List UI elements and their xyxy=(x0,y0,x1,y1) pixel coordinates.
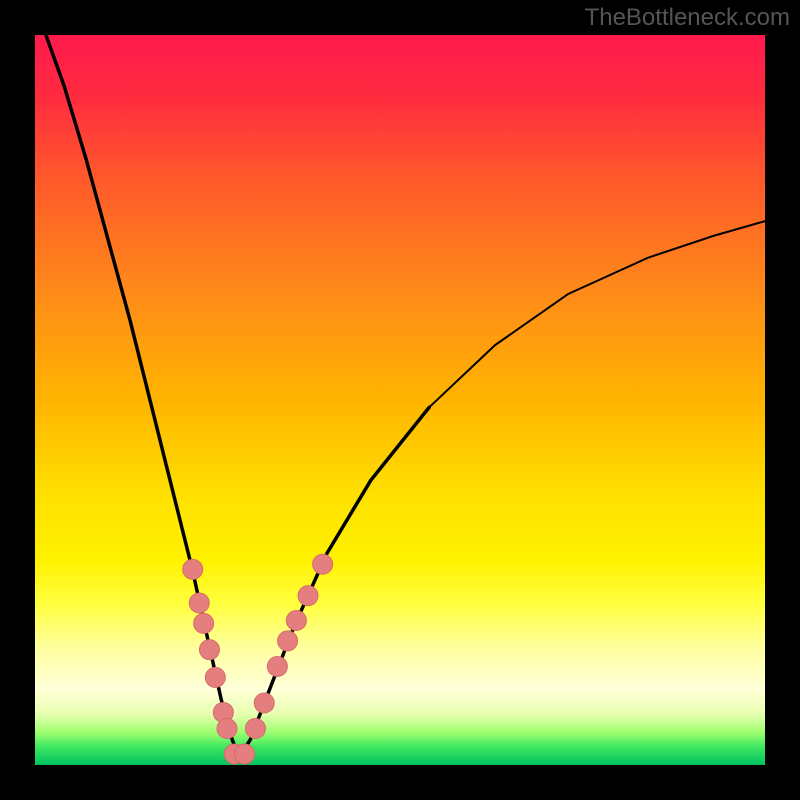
curve-marker xyxy=(235,744,255,764)
curve-marker xyxy=(194,613,214,633)
curve-marker xyxy=(245,719,265,739)
curve-marker xyxy=(298,586,318,606)
curve-marker xyxy=(278,631,298,651)
curve-marker xyxy=(217,719,237,739)
gradient-background xyxy=(35,35,765,765)
watermark-text: TheBottleneck.com xyxy=(585,4,790,32)
curve-marker xyxy=(267,656,287,676)
plot-area xyxy=(35,35,765,765)
curve-marker xyxy=(205,667,225,687)
chart-container: TheBottleneck.com xyxy=(0,0,800,800)
curve-marker xyxy=(286,610,306,630)
curve-marker xyxy=(183,559,203,579)
curve-marker xyxy=(189,593,209,613)
curve-marker xyxy=(254,693,274,713)
curve-marker xyxy=(199,640,219,660)
bottleneck-curve-chart xyxy=(35,35,765,765)
curve-marker xyxy=(313,554,333,574)
